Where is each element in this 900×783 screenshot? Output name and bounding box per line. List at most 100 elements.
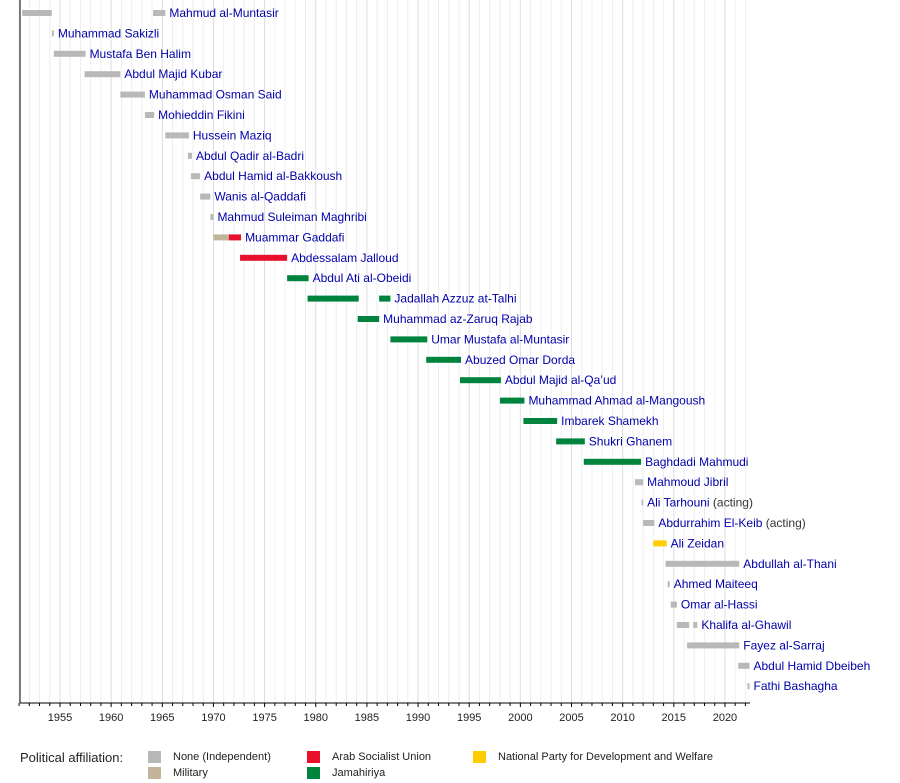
tick-label: 2005 xyxy=(559,712,583,724)
row-label[interactable]: Hussein Maziq xyxy=(193,128,272,142)
term-bar-jamahiriya xyxy=(287,275,309,282)
term-bar-none xyxy=(190,173,201,180)
term-bar-jamahiriya xyxy=(459,377,501,384)
term-bar-none xyxy=(738,662,750,669)
row-label[interactable]: Mahmud al-Muntasir xyxy=(169,6,278,20)
term-bar-jamahiriya xyxy=(499,397,525,404)
term-bar-none xyxy=(747,683,750,690)
row-label[interactable]: Abdessalam Jalloud xyxy=(291,251,398,265)
row-label[interactable]: Ali Zeidan xyxy=(671,536,724,550)
legend-label: Jamahiriya xyxy=(332,767,386,779)
legend-swatch xyxy=(307,751,320,763)
row-label[interactable]: Abdurrahim El-Keib (acting) xyxy=(658,516,805,530)
grid-lines xyxy=(18,0,746,703)
legend-item-none: None (Independent) xyxy=(148,751,271,763)
row-label[interactable]: Mahmud Suleiman Maghribi xyxy=(217,210,366,224)
row-label[interactable]: Abdul Majid al-Qa’ud xyxy=(505,373,616,387)
legend-swatch xyxy=(148,751,161,763)
row-label[interactable]: Muhammad Ahmad al-Mangoush xyxy=(528,394,705,408)
tick-label: 2010 xyxy=(610,712,634,724)
row-label[interactable]: Imbarek Shamekh xyxy=(561,414,658,428)
legend-label: National Party for Development and Welfa… xyxy=(498,751,714,763)
term-bar-none xyxy=(634,479,644,486)
row-label[interactable]: Muhammad Osman Said xyxy=(149,88,282,102)
term-bar-none xyxy=(641,499,644,506)
row-label[interactable]: Fayez al-Sarraj xyxy=(743,638,824,652)
row-label[interactable]: Abdul Majid Kubar xyxy=(124,67,222,81)
term-bar-none xyxy=(51,30,54,37)
legend: Political affiliation: None (Independent… xyxy=(20,748,900,783)
term-bar-none xyxy=(670,601,677,608)
tick-label: 1955 xyxy=(48,712,72,724)
tick-label: 2020 xyxy=(713,712,737,724)
row-label[interactable]: Mahmoud Jibril xyxy=(647,475,728,489)
tick-label: 2000 xyxy=(508,712,532,724)
tick-label: 1965 xyxy=(150,712,174,724)
row-label[interactable]: Jadallah Azzuz at-Talhi xyxy=(394,292,516,306)
row-label[interactable]: Muhammad Sakizli xyxy=(58,26,159,40)
term-bar-military xyxy=(213,234,229,241)
term-bar-none xyxy=(53,50,86,57)
tick-label: 1975 xyxy=(252,712,276,724)
row-label[interactable]: Abdul Hamid al-Bakkoush xyxy=(204,169,342,183)
timeline-chart: Mahmud al-Muntasir Muhammad Sakizli Mustaf… xyxy=(18,0,871,724)
term-bar-jamahiriya xyxy=(523,418,558,424)
term-bar-none xyxy=(153,10,166,16)
legend-label: None (Independent) xyxy=(173,751,271,763)
row-label[interactable]: Omar al-Hassi xyxy=(681,598,758,612)
term-bar-none xyxy=(144,112,155,118)
term-bar-jamahiriya xyxy=(390,336,428,343)
tick-label: 1970 xyxy=(201,712,225,724)
x-axis: 1955 1960 1965 1970 1975 1980 1985 1990 1995 2000… xyxy=(18,0,750,724)
term-bar-asu xyxy=(240,254,288,261)
term-bar-jamahiriya xyxy=(426,356,462,363)
term-bar-jamahiriya xyxy=(556,438,585,445)
row-label[interactable]: Khalifa al-Ghawil xyxy=(701,618,791,632)
tick-label: 1985 xyxy=(355,712,379,724)
term-bar-none xyxy=(200,193,211,200)
row-label[interactable]: Mohieddin Fikini xyxy=(158,108,245,122)
term-bar-npdw xyxy=(653,540,667,547)
row-label[interactable]: Shukri Ghanem xyxy=(589,434,672,448)
legend-item-jamahiriya: Jamahiriya xyxy=(307,767,385,779)
legend-item-asu: Arab Socialist Union xyxy=(307,751,431,763)
tick-label: 1990 xyxy=(406,712,430,724)
row-label[interactable]: Ahmed Maiteeq xyxy=(674,577,758,591)
term-bar-none xyxy=(187,152,192,159)
term-bars xyxy=(22,10,750,690)
term-bar-none xyxy=(667,581,670,588)
term-bar-asu xyxy=(228,234,242,241)
row-label[interactable]: Mustafa Ben Halim xyxy=(90,47,191,61)
row-label[interactable]: Fathi Bashagha xyxy=(754,679,838,693)
row-label[interactable]: Abdullah al-Thani xyxy=(743,557,836,571)
row-label[interactable]: Baghdadi Mahmudi xyxy=(645,455,748,469)
term-bar-jamahiriya xyxy=(583,458,642,465)
tick-label: 1960 xyxy=(99,712,123,724)
legend-label: Arab Socialist Union xyxy=(332,751,432,763)
legend-item-military: Military xyxy=(148,767,208,779)
row-label[interactable]: Wanis al-Qaddafi xyxy=(214,190,306,204)
term-bar-jamahiriya xyxy=(379,295,391,302)
legend-label: Military xyxy=(173,767,208,779)
term-bar-none xyxy=(84,71,121,78)
term-bar-none xyxy=(687,642,740,649)
tick-label: 1980 xyxy=(304,712,328,724)
row-label[interactable]: Abdul Ati al-Obeidi xyxy=(313,271,412,285)
row-note: (acting) xyxy=(710,496,753,510)
term-bar-jamahiriya xyxy=(307,295,359,302)
row-label[interactable]: Ali Tarhouni (acting) xyxy=(647,496,753,510)
row-label[interactable]: Abdul Qadir al-Badri xyxy=(196,149,304,163)
row-label[interactable]: Abdul Hamid Dbeibeh xyxy=(754,659,871,673)
row-label[interactable]: Muhammad az-Zaruq Rajab xyxy=(383,312,533,326)
term-bar-none xyxy=(165,132,189,139)
legend-item-npdw: National Party for Development and Welfa… xyxy=(473,751,713,763)
term-bar-none xyxy=(120,91,145,98)
row-label[interactable]: Umar Mustafa al-Muntasir xyxy=(431,332,569,346)
row-label[interactable]: Abuzed Omar Dorda xyxy=(465,353,575,367)
term-bar-none xyxy=(665,560,740,567)
legend-swatch xyxy=(307,767,320,779)
term-bar-none xyxy=(210,214,214,220)
row-label[interactable]: Muammar Gaddafi xyxy=(245,230,344,244)
tick-label: 2015 xyxy=(662,712,686,724)
term-bar-none xyxy=(643,520,655,526)
